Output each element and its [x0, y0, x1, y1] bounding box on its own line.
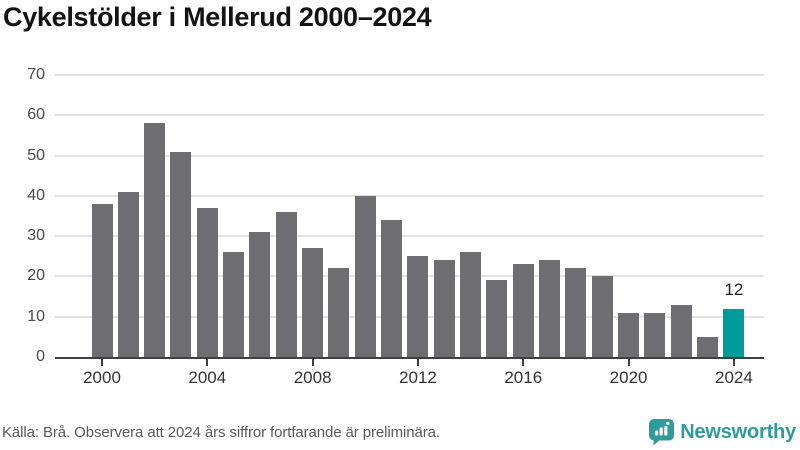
x-tick-label: 2016 [504, 368, 543, 387]
bar-2006 [249, 232, 271, 357]
newsworthy-logo: Newsworthy [648, 418, 796, 446]
x-tick-mark [627, 357, 630, 366]
bar-2011 [381, 220, 403, 357]
plot-area: 0 10 20 30 40 50 60 70 2000 2004 2008 2012 2016 2020 2… [27, 66, 764, 387]
bar-2022 [670, 305, 692, 357]
chart-title: Cykelstölder i Mellerud 2000–2024 [3, 2, 432, 32]
x-tick-mark [206, 357, 209, 366]
y-tick-label: 30 [27, 227, 45, 245]
bar-value-label: 12 [724, 280, 744, 299]
bar-2002 [144, 123, 166, 357]
gridline [55, 235, 764, 238]
bar-2017 [539, 260, 561, 357]
bar-2019 [591, 276, 613, 357]
y-tick-label: 20 [27, 267, 45, 285]
bar-2016 [512, 264, 534, 357]
gridline [55, 74, 764, 76]
bar-2021 [644, 313, 666, 357]
bar-2009 [328, 268, 350, 357]
y-tick-label: 60 [27, 106, 45, 124]
gridline [55, 194, 764, 197]
bar-2015 [486, 280, 508, 357]
x-tick-mark [101, 357, 103, 366]
bar-2012 [407, 256, 429, 357]
bar-2018 [565, 268, 587, 357]
bar-2023 [697, 337, 719, 357]
gridline [55, 154, 764, 157]
bar-2024 [723, 309, 745, 357]
bar-2020 [618, 313, 640, 357]
gridline [55, 114, 764, 117]
newsworthy-logo-text: Newsworthy [680, 420, 796, 443]
x-tick-label: 2000 [83, 368, 121, 387]
x-tick-mark [522, 357, 525, 366]
bar-2007 [275, 212, 297, 357]
x-tick-label: 2008 [293, 368, 332, 387]
bar-2013 [433, 260, 455, 357]
x-tick-label: 2020 [609, 368, 648, 387]
x-tick-label: 2024 [714, 368, 753, 387]
x-tick-label: 2012 [399, 368, 437, 387]
bar-2008 [302, 248, 324, 357]
bar-2014 [460, 252, 482, 357]
x-tick-label: 2004 [188, 368, 227, 387]
source-note: Källa: Brå. Observera att 2024 års siffr… [2, 423, 440, 441]
bar-2003 [170, 152, 192, 357]
x-tick-mark [311, 357, 314, 366]
y-tick-label: 0 [36, 348, 45, 365]
bar-2005 [223, 252, 245, 357]
newsworthy-logo-icon [649, 419, 675, 446]
bar-2000 [91, 204, 113, 357]
y-tick-label: 70 [27, 66, 45, 83]
bar-2001 [117, 192, 139, 357]
y-tick-label: 10 [27, 307, 45, 325]
bar-2004 [196, 208, 218, 357]
bar-2010 [354, 196, 376, 357]
x-tick-mark [416, 357, 419, 366]
footer: Källa: Brå. Observera att 2024 års siffr… [2, 417, 796, 447]
y-tick-label: 50 [27, 146, 45, 164]
x-tick-mark [732, 357, 735, 366]
y-tick-label: 40 [27, 186, 45, 204]
